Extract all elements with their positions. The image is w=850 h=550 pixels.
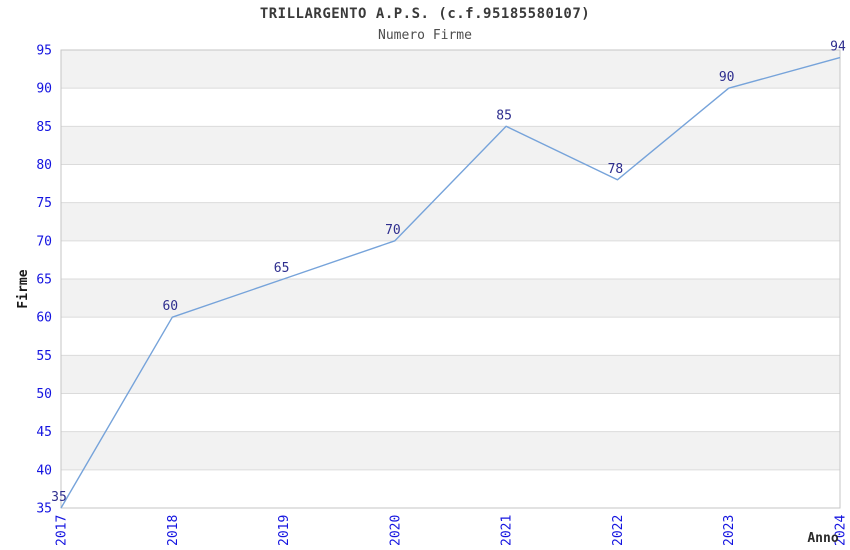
y-tick-label: 75 [36, 196, 52, 211]
plot-band [61, 202, 840, 241]
data-label: 35 [51, 490, 67, 505]
x-tick-label: 2022 [611, 515, 626, 546]
data-label: 65 [274, 261, 290, 276]
plot-band [61, 431, 840, 470]
y-tick-label: 55 [36, 349, 52, 364]
x-tick-label: 2023 [722, 515, 737, 546]
y-tick-label: 60 [36, 311, 52, 326]
y-tick-label: 45 [36, 425, 52, 440]
y-tick-label: 80 [36, 158, 52, 173]
y-tick-label: 40 [36, 463, 52, 478]
plot-band [61, 126, 840, 165]
y-tick-label: 35 [36, 502, 52, 517]
y-tick-label: 90 [36, 82, 52, 97]
x-tick-label: 2018 [166, 515, 181, 546]
data-label: 70 [385, 223, 401, 238]
data-label: 60 [162, 299, 178, 314]
x-tick-label: 2019 [277, 515, 292, 546]
data-label: 85 [496, 108, 512, 123]
x-tick-label: 2024 [834, 515, 849, 546]
chart-subtitle: Numero Firme [378, 28, 472, 43]
x-axis-label: Anno [807, 531, 839, 546]
plot-border [60, 49, 841, 509]
x-tick-label: 2021 [500, 515, 515, 546]
data-label: 94 [830, 40, 846, 55]
plot-band [61, 355, 840, 394]
y-tick-label: 65 [36, 273, 52, 288]
x-tick-label: 2017 [55, 515, 70, 546]
trend-line [60, 56, 841, 509]
x-tick-label: 2020 [388, 515, 403, 546]
chart-title: TRILLARGENTO A.P.S. (c.f.95185580107) [259, 6, 591, 22]
y-tick-label: 85 [36, 120, 52, 135]
y-tick-label: 70 [36, 234, 52, 249]
data-label: 78 [608, 162, 624, 177]
data-label: 90 [719, 70, 735, 85]
y-tick-label: 95 [36, 44, 52, 59]
plot-band [61, 50, 840, 89]
y-tick-label: 50 [36, 387, 52, 402]
